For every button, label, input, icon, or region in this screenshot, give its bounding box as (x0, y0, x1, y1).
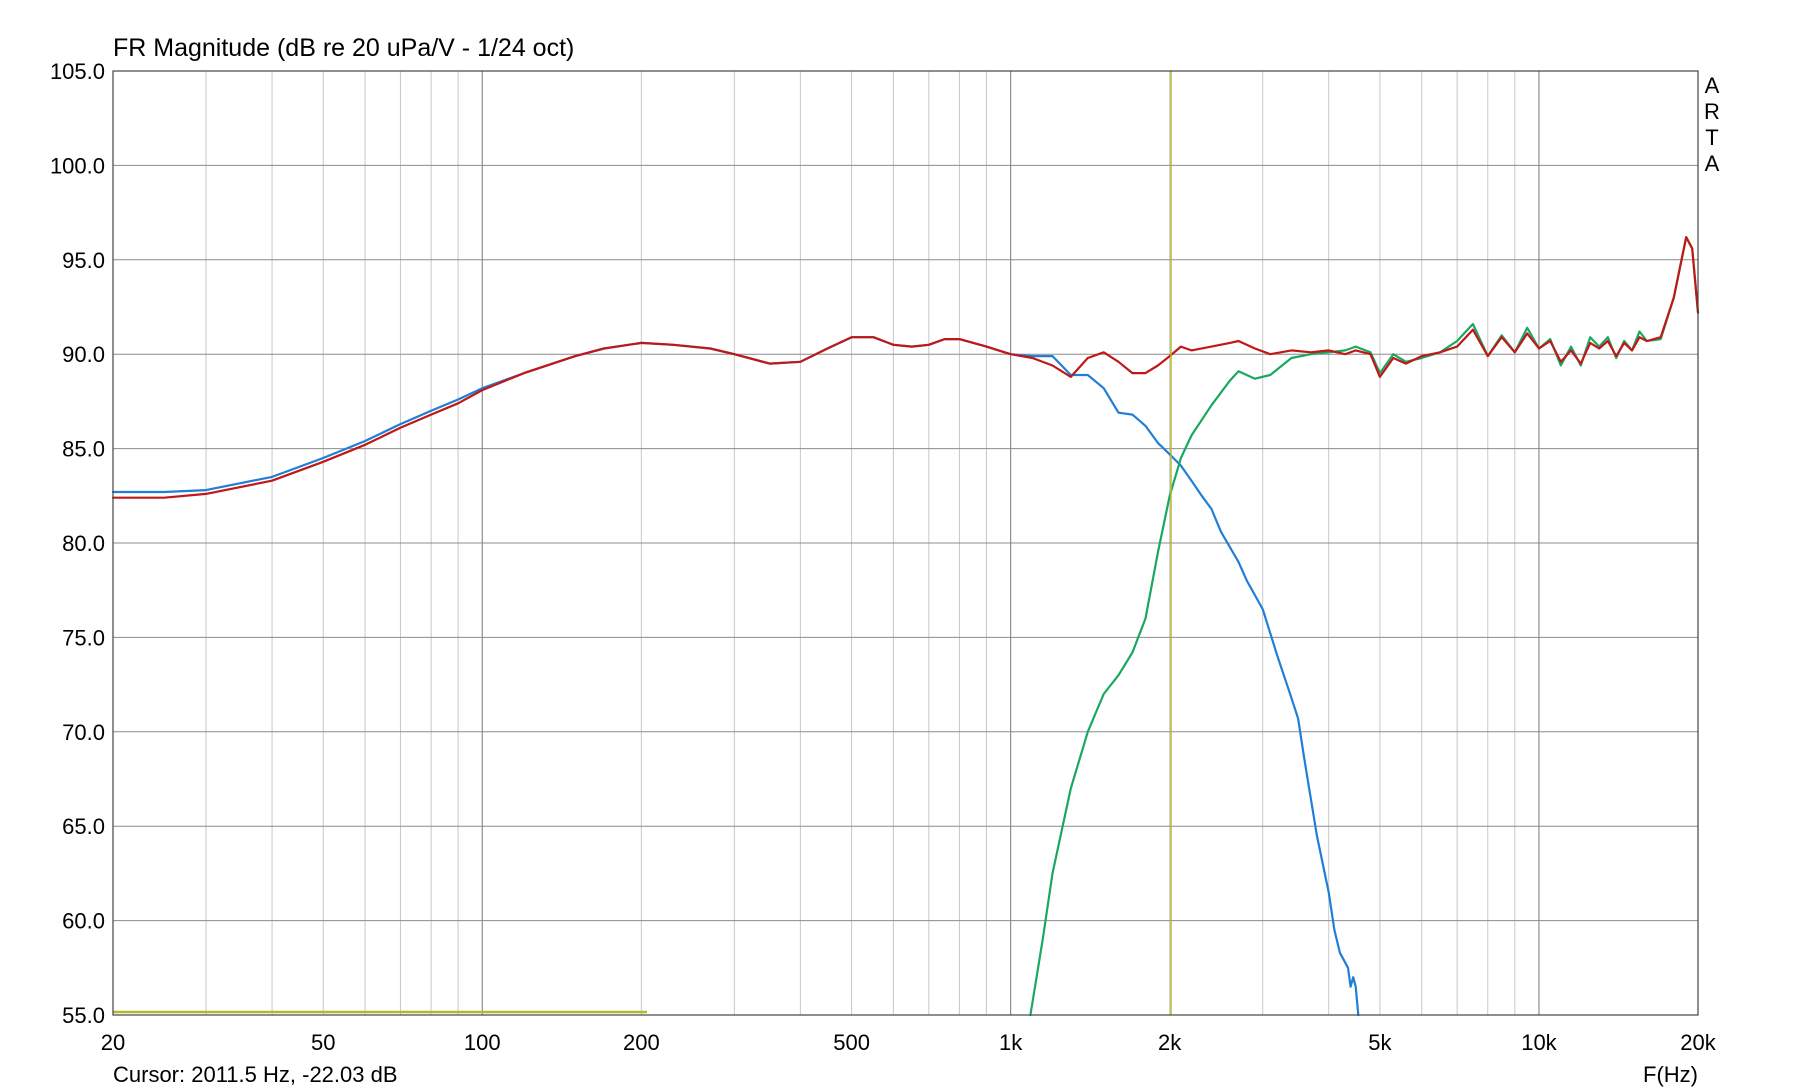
x-tick-label: 50 (311, 1030, 335, 1055)
y-tick-label: 80.0 (62, 531, 105, 556)
x-tick-label: 10k (1521, 1030, 1557, 1055)
y-tick-label: 85.0 (62, 437, 105, 462)
x-tick-label: 20 (101, 1030, 125, 1055)
brand-letter: A (1705, 151, 1720, 176)
x-axis-label: F(Hz) (1643, 1062, 1698, 1087)
brand-letter: R (1704, 99, 1720, 124)
y-tick-labels: 55.0 60.0 65.0 70.0 75.0 80.0 85.0 90.0 95.0 100.… (50, 59, 105, 1028)
series-layer (111, 236, 1700, 1017)
x-tick-labels: 20 50 100 200 500 1k 2k 5k 10k 20k (101, 1030, 1717, 1055)
cursor-readout: Cursor: 2011.5 Hz, -22.03 dB (113, 1062, 398, 1087)
y-tick-label: 75.0 (62, 625, 105, 650)
y-tick-label: 60.0 (62, 909, 105, 934)
x-tick-label: 5k (1368, 1030, 1392, 1055)
y-tick-label: 70.0 (62, 720, 105, 745)
x-tick-label: 1k (999, 1030, 1023, 1055)
x-tick-label: 100 (464, 1030, 501, 1055)
cursor-layer (113, 71, 1172, 1015)
y-tick-label: 95.0 (62, 248, 105, 273)
x-tick-label: 500 (833, 1030, 870, 1055)
plot-frame (112, 70, 1699, 1016)
y-tick-label: 90.0 (62, 342, 105, 367)
y-tick-label: 100.0 (50, 153, 105, 178)
brand-letter: T (1705, 125, 1718, 150)
brand-letter: A (1705, 73, 1720, 98)
x-tick-label: 20k (1680, 1030, 1716, 1055)
major-grid (113, 71, 1698, 1015)
y-tick-label: 65.0 (62, 814, 105, 839)
chart-title: FR Magnitude (dB re 20 uPa/V - 1/24 oct) (113, 34, 574, 62)
x-tick-label: 2k (1158, 1030, 1182, 1055)
y-tick-label: 55.0 (62, 1003, 105, 1028)
x-tick-label: 200 (623, 1030, 660, 1055)
y-tick-label: 105.0 (50, 59, 105, 84)
series-line-3 (111, 236, 1700, 499)
